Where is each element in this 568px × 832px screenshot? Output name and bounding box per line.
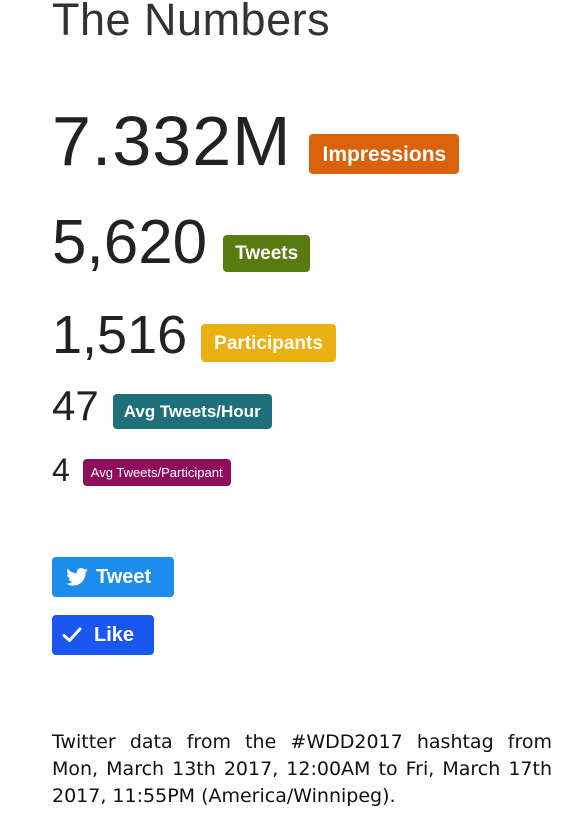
stat-avg-tweets-participant: 4 Avg Tweets/Participant (52, 454, 231, 486)
like-button[interactable]: Like (52, 615, 154, 655)
tweet-button-label: Tweet (96, 565, 152, 588)
twitter-bird-icon (66, 568, 88, 586)
tweet-button[interactable]: Tweet (52, 557, 174, 597)
stat-avg-tweets-hour: 47 Avg Tweets/Hour (52, 382, 272, 429)
participants-value: 1,516 (52, 305, 188, 365)
stat-tweets: 5,620 Tweets (52, 208, 311, 277)
checkmark-icon (62, 627, 82, 643)
avg-tweets-hour-value: 47 (52, 382, 99, 429)
avg-tweets-participant-value: 4 (52, 452, 70, 488)
like-button-label: Like (94, 623, 135, 646)
tweets-badge: Tweets (223, 235, 311, 272)
stat-participants: 1,516 Participants (52, 308, 336, 362)
avg-tweets-hour-badge: Avg Tweets/Hour (112, 394, 272, 429)
tweets-value: 5,620 (52, 208, 208, 277)
page-title: The Numbers (52, 0, 331, 45)
avg-tweets-participant-badge: Avg Tweets/Participant (82, 459, 231, 486)
footer-note: Twitter data from the #WDD2017 hashtag f… (52, 731, 552, 807)
impressions-value: 7.332M (52, 102, 292, 180)
stat-impressions: 7.332M Impressions (52, 102, 460, 180)
participants-badge: Participants (201, 324, 336, 362)
impressions-badge: Impressions (309, 134, 460, 174)
